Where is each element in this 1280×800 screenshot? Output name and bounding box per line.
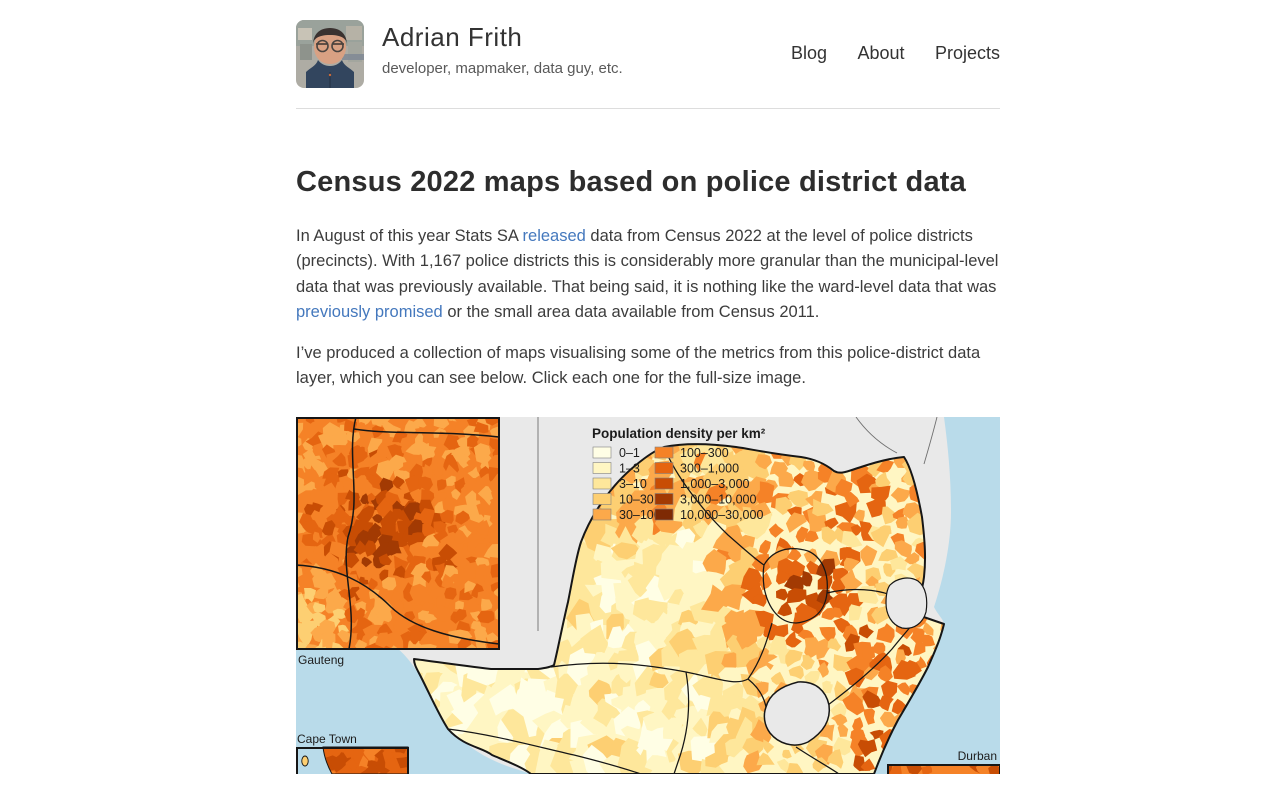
legend-entry-label: 30–100 <box>619 508 661 522</box>
site-nav: Blog About Projects <box>765 20 1000 64</box>
legend-entry-label: 1–3 <box>619 461 640 475</box>
eswatini <box>885 577 928 629</box>
durban-inset <box>887 763 1000 774</box>
site-identity: Adrian Frith developer, mapmaker, data g… <box>296 20 623 88</box>
inline-link[interactable]: released <box>522 227 586 245</box>
paragraph-text: or the small area data available from Ce… <box>442 303 820 322</box>
post-paragraph-1: In August of this year Stats SA released… <box>296 224 1000 326</box>
gauteng-inset <box>296 416 499 649</box>
legend-title: Population density per km² <box>592 426 766 441</box>
legend-entry-label: 1,000–3,000 <box>680 477 750 491</box>
legend-entry-label: 10,000–30,000 <box>680 508 763 522</box>
ocean-east <box>874 416 1000 774</box>
paragraph-text: data from Census 2022 at the level of po… <box>296 227 999 296</box>
site-header: Adrian Frith developer, mapmaker, data g… <box>296 0 1000 88</box>
paragraph-text: In August of this year Stats SA <box>296 227 523 245</box>
legend-entry-label: 300–1,000 <box>680 461 739 475</box>
map-label-gauteng: Gauteng <box>298 653 344 667</box>
province-borders <box>447 446 913 774</box>
robben-island <box>301 755 309 767</box>
page: Adrian Frith developer, mapmaker, data g… <box>296 0 1001 779</box>
ocean-west <box>296 646 531 774</box>
legend-entry-label: 100–300 <box>680 446 729 460</box>
legend-entry-label: 10–30 <box>619 492 654 506</box>
south-africa-outline <box>413 442 945 775</box>
avatar-photo <box>296 20 364 88</box>
map-legend: Population density per km² 0–11–3 3–1010–3… <box>592 426 766 522</box>
census-map-image[interactable]: Population density per km² 0–1 1–3 3–10 10–3… <box>296 416 1001 779</box>
legend-entry-label: 0–1 <box>619 446 640 460</box>
header-divider <box>296 108 1000 109</box>
population-density-map: Population density per km² 0–11–3 3–1010–3… <box>296 416 1001 779</box>
map-label-durban: Durban <box>958 749 997 763</box>
gauteng-inset-frame <box>296 416 500 650</box>
site-tagline: developer, mapmaker, data guy, etc. <box>382 60 623 77</box>
nav-link-about[interactable]: About <box>857 43 905 63</box>
post-paragraph-2: I’ve produced a collection of maps visua… <box>296 341 1000 392</box>
site-id-text: Adrian Frith developer, mapmaker, data g… <box>382 20 623 77</box>
legend-entry-label: 3,000–10,000 <box>680 492 757 506</box>
avatar[interactable] <box>296 20 364 88</box>
lesotho <box>763 681 831 746</box>
legend-entry-label: 3–10 <box>619 477 647 491</box>
post-title: Census 2022 maps based on police distric… <box>296 166 966 198</box>
nav-link-blog[interactable]: Blog <box>790 43 828 63</box>
inline-link[interactable]: previously promised <box>296 303 443 322</box>
paragraph-text: I’ve produced a collection of maps visua… <box>296 343 981 388</box>
map-label-cape-town: Cape Town <box>297 732 357 746</box>
nav-link-projects[interactable]: Projects <box>934 43 1000 63</box>
post-content: Census 2022 maps based on police distric… <box>296 166 1001 779</box>
site-title[interactable]: Adrian Frith <box>382 22 523 52</box>
